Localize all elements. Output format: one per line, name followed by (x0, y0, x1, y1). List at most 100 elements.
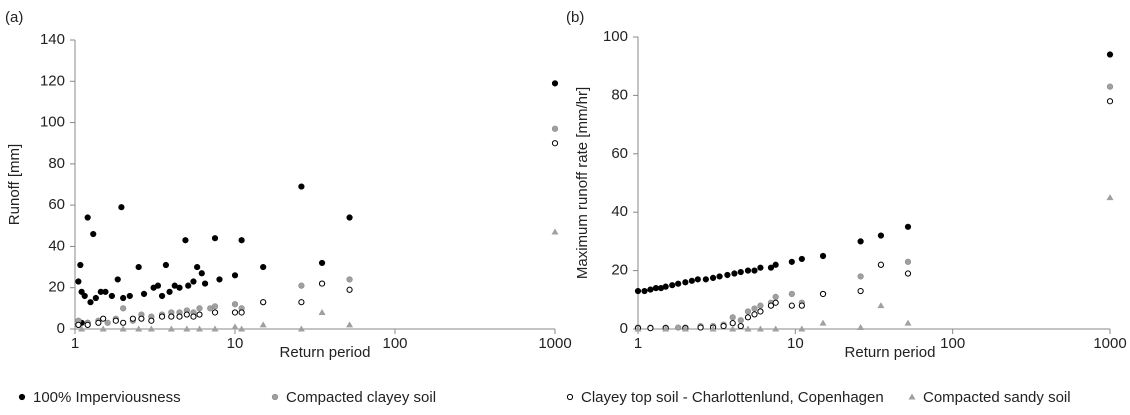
point (346, 276, 353, 283)
point (634, 287, 642, 295)
legend-marker (908, 393, 916, 400)
point (697, 324, 704, 331)
point (857, 324, 865, 331)
point (346, 321, 354, 328)
point (129, 315, 136, 322)
point (744, 325, 752, 332)
point (662, 283, 669, 290)
point (744, 267, 752, 274)
point (716, 273, 723, 280)
x-axis-label: Return period (280, 344, 371, 361)
point (788, 302, 795, 309)
legend-marker (18, 393, 26, 401)
x-axis-label: Return period (845, 344, 936, 361)
point (154, 282, 162, 289)
point (87, 299, 94, 306)
legend-label: Compacted clayey soil (286, 389, 436, 406)
point (77, 261, 84, 269)
point (877, 261, 885, 268)
point (647, 325, 654, 332)
point (709, 325, 717, 332)
y-tick-label: 100 (40, 114, 65, 131)
point (216, 276, 223, 283)
point (120, 305, 127, 312)
point (196, 325, 204, 332)
point (167, 325, 175, 332)
point (182, 237, 189, 244)
y-tick-label: 100 (603, 28, 628, 45)
point (231, 301, 239, 308)
point (211, 309, 219, 316)
point (120, 319, 127, 326)
point (260, 263, 267, 271)
point (95, 319, 102, 326)
point (857, 287, 864, 295)
point (798, 302, 805, 309)
legend-marker (271, 393, 279, 401)
point (297, 325, 305, 332)
point (731, 270, 738, 277)
point (108, 292, 115, 300)
point (185, 282, 192, 289)
y-tick-label: 40 (48, 237, 65, 254)
y-tick-label: 60 (48, 196, 65, 213)
point (1106, 83, 1114, 90)
point (176, 284, 183, 291)
point (551, 125, 559, 132)
point (682, 279, 689, 286)
point (757, 302, 764, 309)
point (819, 290, 827, 298)
point (709, 274, 717, 282)
point (669, 282, 676, 289)
point (158, 292, 166, 300)
point (75, 278, 82, 285)
point (772, 293, 779, 300)
point (694, 276, 701, 283)
point (140, 290, 148, 298)
point (190, 313, 197, 320)
point (166, 288, 173, 295)
point (120, 294, 127, 302)
point (702, 276, 709, 283)
point (652, 285, 660, 292)
point (1106, 98, 1114, 105)
point (196, 311, 203, 318)
point (183, 311, 190, 318)
point (112, 317, 119, 324)
y-tick-label: 60 (611, 145, 628, 162)
point (118, 204, 125, 211)
point (318, 280, 326, 287)
y-tick-label: 120 (40, 72, 65, 89)
point (767, 302, 775, 309)
point (90, 230, 97, 238)
x-tick-label: 1 (634, 335, 642, 352)
x-tick-label: 100 (382, 335, 407, 352)
point (238, 325, 246, 332)
point (1106, 51, 1114, 58)
point (757, 264, 764, 271)
point (84, 321, 91, 328)
point (346, 214, 353, 221)
x-tick-label: 100 (940, 335, 965, 352)
point (100, 315, 107, 322)
legend-marker (566, 393, 574, 401)
point (767, 264, 775, 271)
point (551, 228, 559, 235)
point (744, 314, 752, 321)
point (724, 271, 731, 279)
point (231, 272, 239, 279)
y-tick-label: 20 (611, 262, 628, 279)
point (231, 323, 239, 330)
point (788, 258, 795, 265)
point (318, 308, 326, 315)
point (904, 319, 912, 326)
y-tick-label: 40 (611, 203, 628, 220)
point (904, 258, 912, 265)
point (744, 308, 752, 315)
point (857, 238, 864, 245)
point (147, 325, 155, 332)
legend-label: Clayey top soil - Charlottenlund, Copenh… (581, 389, 884, 406)
point (772, 325, 780, 332)
